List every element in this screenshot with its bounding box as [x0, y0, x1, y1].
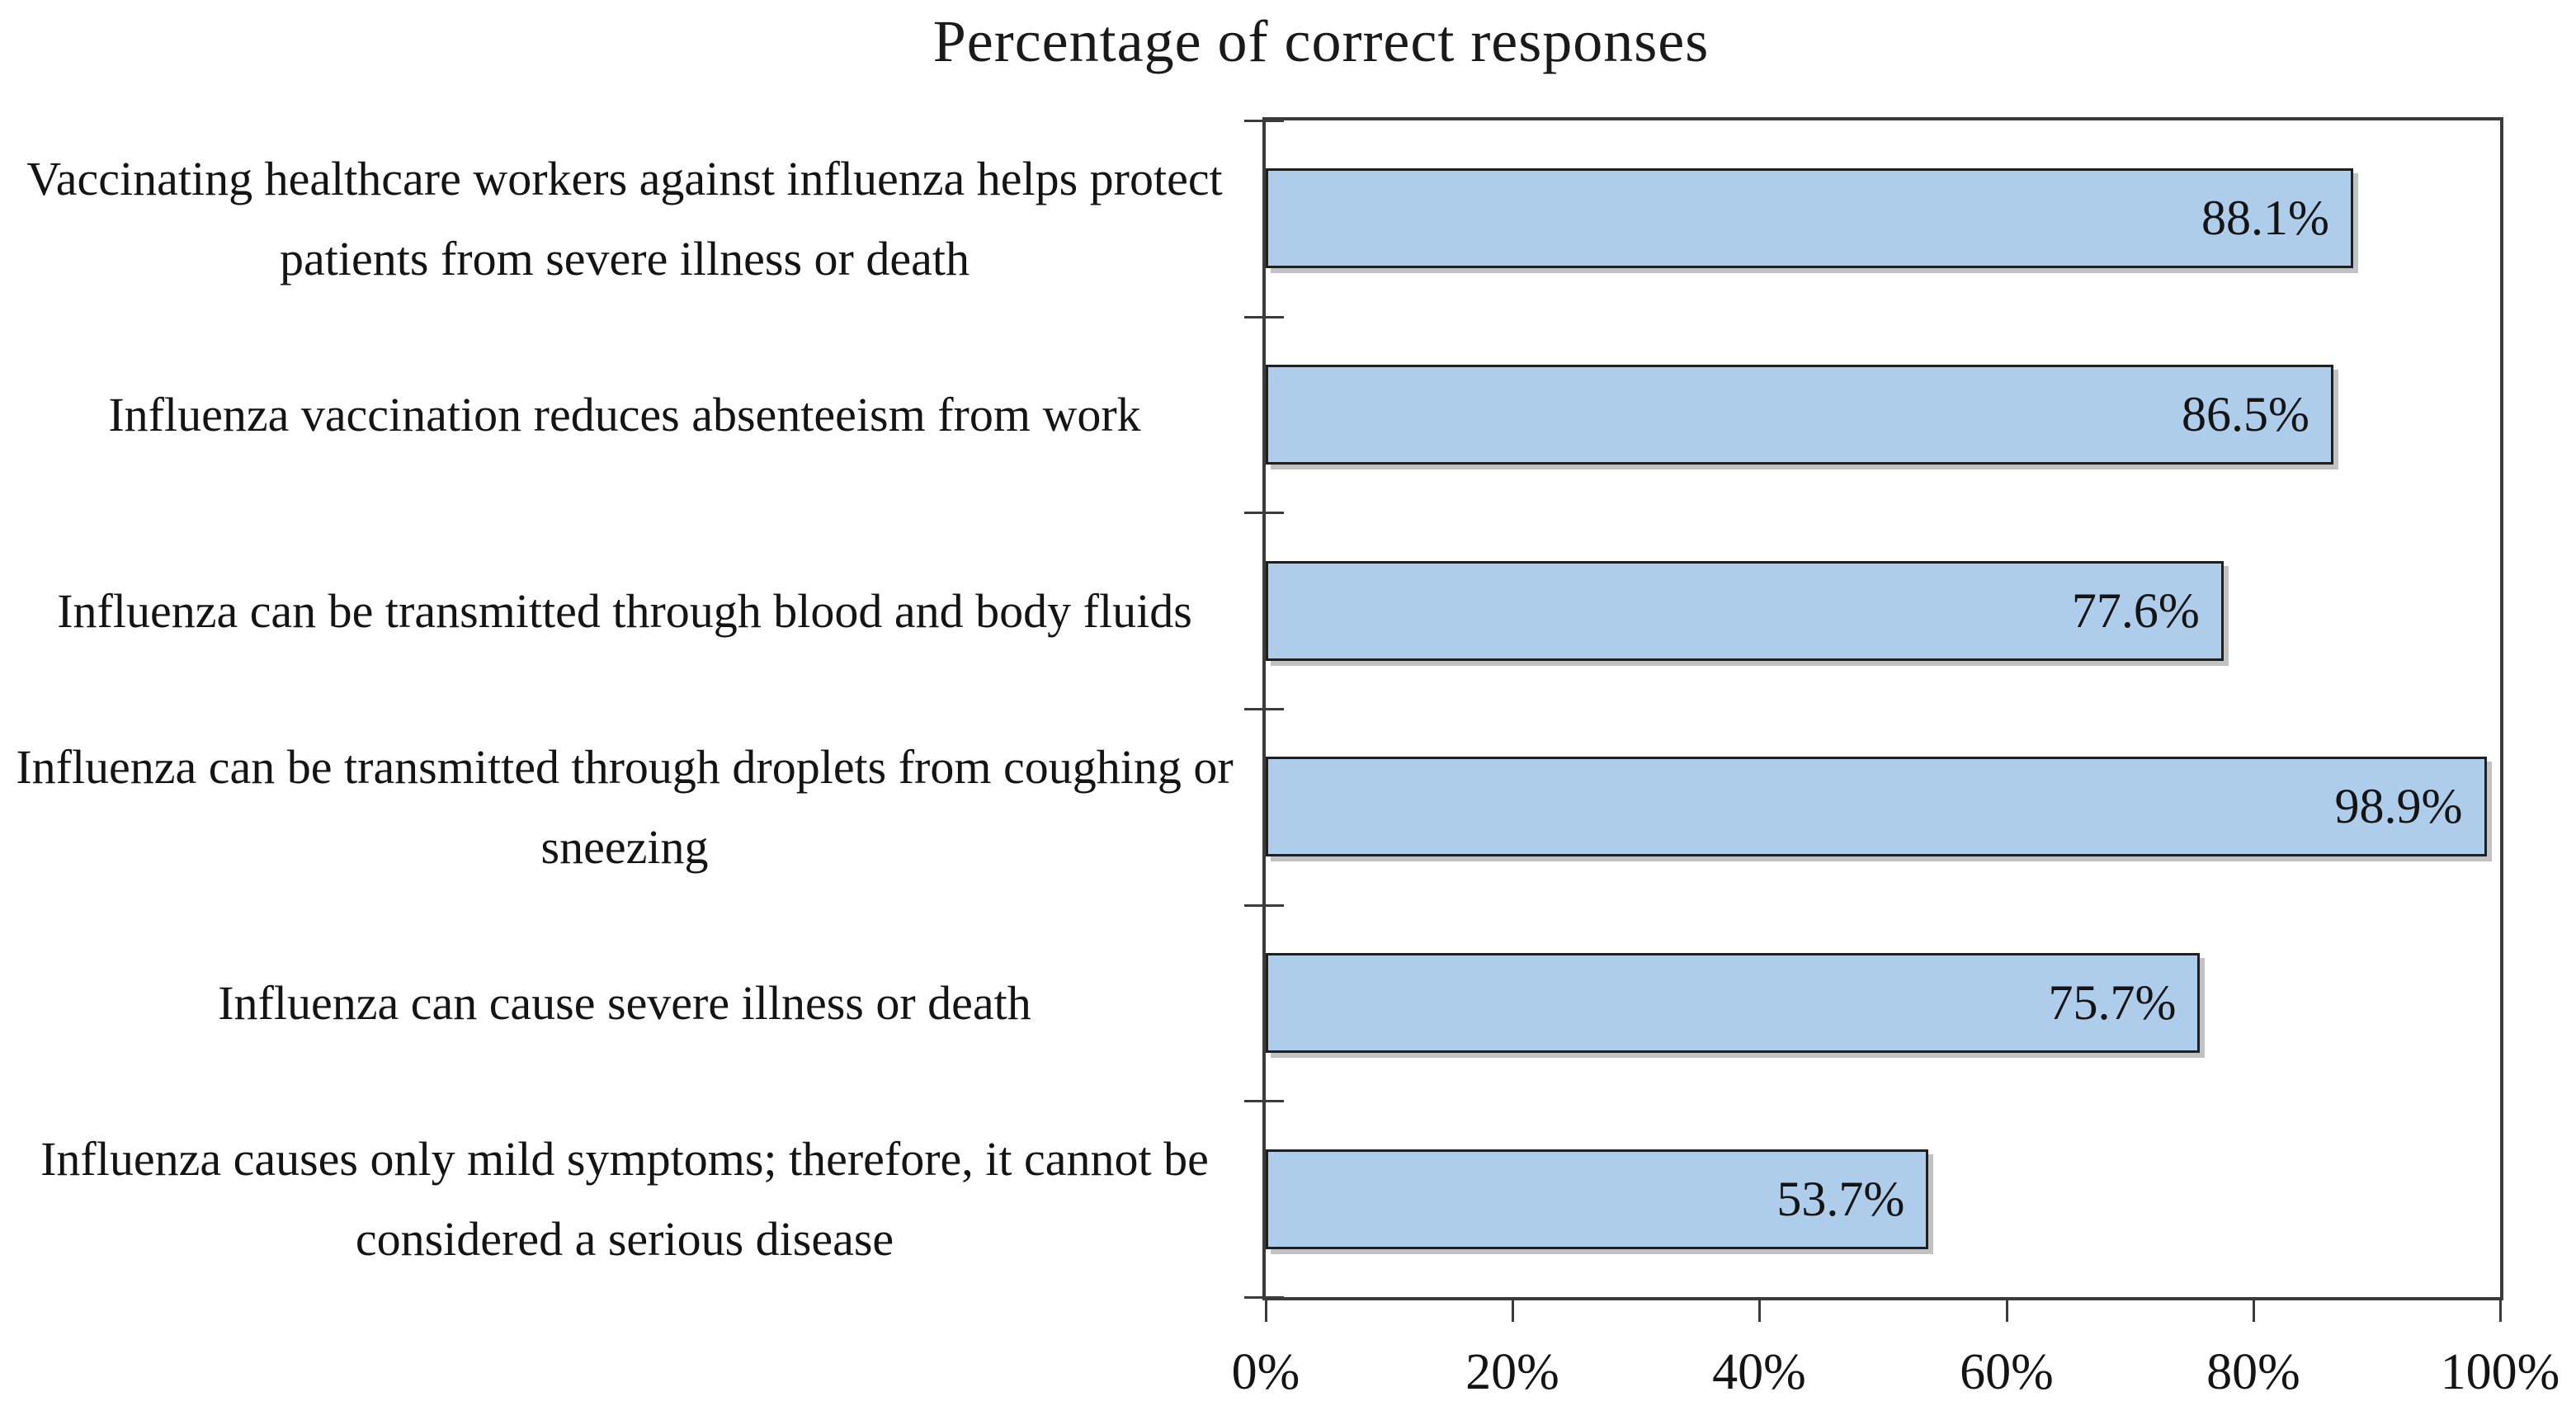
bar: 75.7% [1266, 953, 2201, 1054]
x-axis-tick [1512, 1300, 1514, 1322]
x-axis-tick-label: 100% [2440, 1344, 2560, 1400]
x-axis-tick [1758, 1300, 1761, 1322]
category-axis-labels: Vaccinating healthcare workers against i… [7, 120, 1243, 1297]
category-label: Influenza can be transmitted through dro… [7, 709, 1243, 905]
bar-row: 88.1% [1266, 120, 2500, 317]
y-axis-tick [1244, 904, 1284, 907]
bar: 77.6% [1266, 560, 2224, 661]
x-axis-tick [2499, 1300, 2502, 1322]
x-axis-tick-label: 0% [1231, 1344, 1300, 1400]
x-axis-tick [2253, 1300, 2255, 1322]
category-label: Vaccinating healthcare workers against i… [7, 120, 1243, 317]
y-axis-tick [1244, 1296, 1284, 1299]
x-axis-tick-label: 20% [1465, 1344, 1559, 1400]
x-axis-tick-label: 80% [2206, 1344, 2300, 1400]
category-label: Influenza vaccination reduces absenteeis… [7, 317, 1243, 513]
category-label-text: Vaccinating healthcare workers against i… [26, 151, 1223, 285]
bar-row: 77.6% [1266, 512, 2500, 709]
bar-row: 98.9% [1266, 709, 2500, 905]
category-label: Influenza can be transmitted through blo… [7, 512, 1243, 709]
bar-value-label: 77.6% [2071, 583, 2200, 638]
y-axis-tick [1244, 512, 1284, 514]
bar-value-label: 53.7% [1776, 1171, 1905, 1226]
category-label-text: Influenza can cause severe illness or de… [218, 976, 1031, 1031]
bar-row: 53.7% [1266, 1101, 2500, 1297]
bar-row: 86.5% [1266, 317, 2500, 513]
bar-value-label: 98.9% [2334, 779, 2463, 834]
x-axis-tick-label: 40% [1712, 1344, 1806, 1400]
x-axis-tick [2006, 1300, 2008, 1322]
bar-value-label: 88.1% [2201, 191, 2329, 246]
bar-value-label: 86.5% [2182, 387, 2310, 441]
chart-title: Percentage of correct responses [932, 8, 1710, 74]
x-axis-tick [1265, 1300, 1267, 1322]
bar: 98.9% [1266, 757, 2487, 857]
bar: 86.5% [1266, 365, 2334, 465]
category-label-text: Influenza can be transmitted through blo… [57, 583, 1192, 638]
category-label-text: Influenza causes only mild symptoms; the… [40, 1132, 1209, 1267]
bar-series: 88.1% 86.5% 77.6% 98.9% 75.7% 53.7% [1266, 120, 2500, 1297]
category-label: Influenza causes only mild symptoms; the… [7, 1101, 1243, 1297]
bar-value-label: 75.7% [2048, 975, 2177, 1031]
bar-row: 75.7% [1266, 905, 2500, 1102]
category-label-text: Influenza vaccination reduces absenteeis… [108, 388, 1141, 441]
x-axis-tick-labels: 0% 20% 40% 60% 80% 100% [1232, 1343, 2560, 1406]
category-label: Influenza can cause severe illness or de… [7, 905, 1243, 1102]
bar: 88.1% [1266, 168, 2353, 269]
category-label-text: Influenza can be transmitted through dro… [16, 739, 1234, 874]
y-axis-tick [1244, 1100, 1284, 1102]
y-axis-tick [1244, 316, 1284, 318]
plot-area: 88.1% 86.5% 77.6% 98.9% 75.7% 53.7% [1262, 117, 2503, 1300]
x-axis-tick-label: 60% [1960, 1344, 2054, 1400]
bar: 53.7% [1266, 1149, 1929, 1249]
y-axis-tick [1244, 708, 1284, 710]
y-axis-tick [1244, 120, 1284, 122]
